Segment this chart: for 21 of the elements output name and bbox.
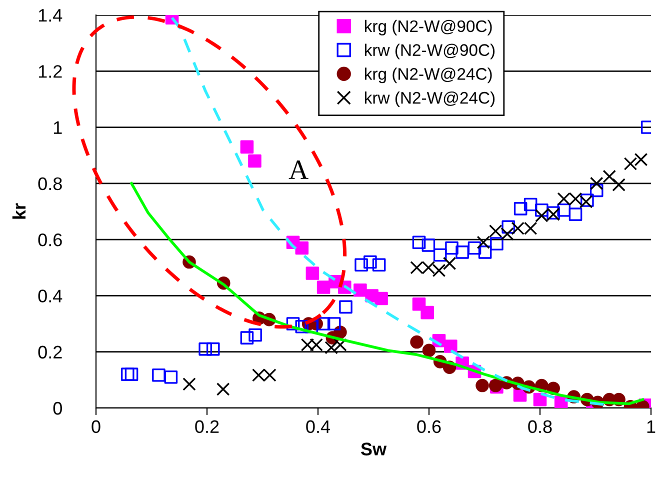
x-tick-label: 1: [647, 420, 656, 433]
y-tick-label: 0.2: [38, 346, 62, 359]
y-tick-label: 0: [53, 402, 62, 415]
legend-label: krw (N2-W@90C): [364, 44, 495, 60]
y-tick-label: 1.4: [38, 9, 62, 22]
y-tick-label: 0.8: [38, 177, 62, 190]
y-axis-title: kr: [12, 203, 26, 219]
x-tick-label: 0: [92, 420, 100, 434]
y-tick-label: 0.6: [38, 234, 62, 246]
y-tick-label: 0.4: [38, 290, 62, 302]
x-tick-label: 0.2: [195, 420, 219, 434]
x-tick-label: 0.4: [306, 420, 330, 434]
y-tick-label: 1.2: [38, 65, 62, 78]
x-tick-label: 0.8: [528, 420, 552, 434]
annotation: A: [288, 160, 308, 179]
x-tick-label: 0.6: [417, 420, 441, 434]
legend-label: krg (N2-W@24C): [364, 68, 492, 84]
legend-label: krw (N2-W@24C): [364, 91, 495, 108]
x-axis-title: Sw: [360, 442, 387, 456]
legend-label: krg (N2-W@90C): [364, 20, 492, 36]
y-tick-label: 1: [54, 121, 62, 134]
